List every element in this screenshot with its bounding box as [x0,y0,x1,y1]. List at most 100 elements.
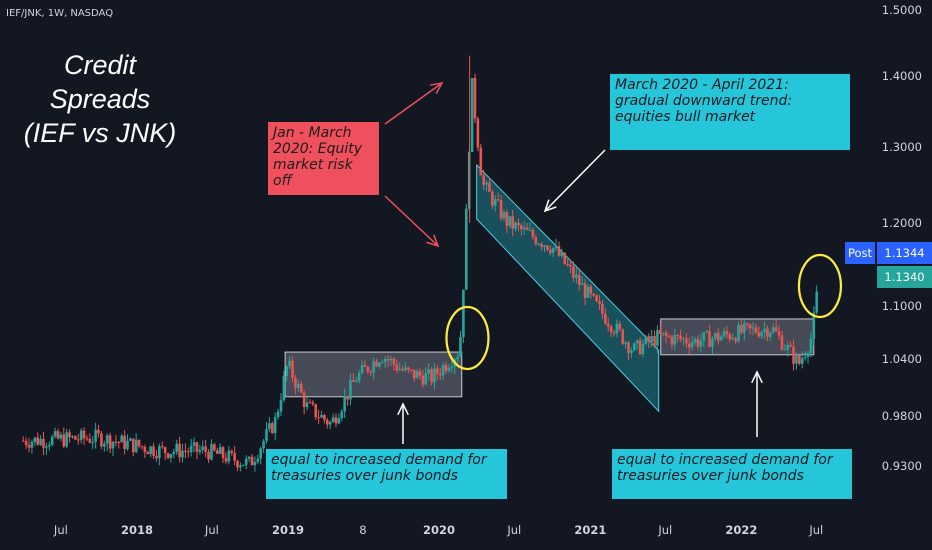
candle-body [349,379,352,400]
candle-body [328,422,332,425]
candle-body [687,343,691,348]
candle-body [372,361,375,373]
candle-body [172,451,176,455]
candle-body [551,247,555,253]
candle-body [39,438,42,445]
candle-body [575,274,578,278]
candle-body [647,336,651,342]
candle-body [273,417,277,433]
candle-body [491,191,494,206]
candle-body [129,438,132,441]
candle-body [357,372,361,382]
candle-body [716,333,720,341]
candle-body [748,324,752,328]
candle-body [621,329,624,344]
candle-body [609,326,613,333]
candle-body [734,338,737,342]
candle-body [74,436,77,440]
candle-body [577,274,581,285]
candle-body [430,369,433,383]
candle-body [798,355,801,364]
candle-body [244,458,248,465]
candle-body [79,430,83,441]
candle-body [152,446,155,456]
price-tick-label: 0.9800 [881,409,922,424]
candle-body [635,340,639,344]
candle-body [800,358,804,364]
symbol-label[interactable]: IEF/JNK, 1W, NASDAQ [6,8,114,19]
candle-body [737,324,740,342]
candle-body [473,78,477,119]
candle-body [766,328,769,337]
candle-body [667,336,671,338]
candle-body [160,446,164,448]
candle-body [262,440,265,449]
candle-body [809,338,813,353]
candle-body [580,283,584,285]
candle-body [664,332,668,337]
candle-body [548,249,552,253]
candle-body [427,369,430,374]
candle-body [340,411,344,419]
candle-body [462,289,465,338]
candle-body [531,230,535,238]
candle-body [754,327,758,333]
candle-body [285,366,289,377]
candle-body [676,335,680,337]
candle-body [42,438,45,448]
candle-body [265,429,268,441]
candle-body [543,245,546,247]
candle-body [323,415,326,420]
candle-body [198,449,202,452]
candle-body [769,332,772,337]
candle-body [71,436,74,438]
candle-body [751,327,755,329]
candle-body [407,367,410,370]
candle-body [789,345,792,347]
candle-body [456,356,459,360]
candle-body [447,368,451,371]
candle-body [276,411,280,418]
candle-body [218,447,222,454]
candle-body [111,441,115,449]
candle-body [583,283,587,298]
candle-body [812,312,816,339]
candle-body [88,439,92,443]
candle-body [557,246,561,256]
candle-body [360,364,364,373]
candle-body [540,244,543,247]
candle-body [346,396,349,400]
candle-body [409,369,413,371]
candle-body [546,245,549,250]
candle-body [250,456,254,466]
candle-body [771,327,775,333]
chart-title: Credit Spreads (IEF vs JNK) [20,48,180,150]
candle-body [598,301,601,304]
candle-body [615,323,619,334]
candle-body [137,439,141,447]
candle-body [714,333,717,339]
price-tick-label: 1.3000 [881,139,922,154]
highlight-circle [445,305,490,371]
candle-body [722,331,726,337]
candle-body [618,323,622,330]
candle-body [465,208,468,290]
candle-body [242,464,245,466]
arrow-to-channel [544,149,606,212]
candle-body [398,368,401,371]
candle-body [299,383,303,393]
time-tick-label: 2018 [120,523,154,537]
candle-body [352,379,355,382]
candle-body [444,365,448,371]
candle-body [418,371,422,376]
candle-body [661,332,665,334]
candle-body [502,212,506,219]
post-price-tag: 1.1344 [877,242,932,264]
candle-body [221,447,225,458]
candle-body [103,443,106,447]
candle-body [294,377,297,388]
candle-body [485,182,488,185]
candle-body [50,436,54,446]
